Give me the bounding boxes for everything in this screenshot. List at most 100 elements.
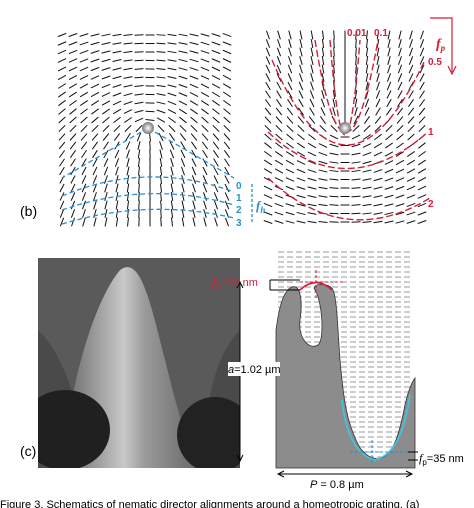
director	[299, 39, 303, 48]
director	[58, 141, 66, 150]
director	[71, 217, 75, 227]
director	[59, 166, 65, 176]
director	[373, 169, 383, 173]
director	[191, 175, 197, 184]
director	[264, 142, 272, 149]
director	[167, 67, 177, 71]
director	[113, 116, 121, 124]
director	[202, 175, 208, 184]
label-bg	[228, 362, 280, 376]
director	[419, 81, 425, 91]
director	[90, 100, 100, 106]
director	[101, 50, 111, 54]
director	[134, 68, 144, 70]
director	[398, 30, 402, 40]
director	[104, 209, 108, 218]
director	[406, 151, 416, 157]
director	[385, 133, 393, 141]
director	[123, 67, 133, 71]
director	[101, 108, 111, 115]
director	[104, 200, 108, 210]
director	[406, 159, 416, 166]
director	[126, 191, 130, 202]
director	[307, 212, 317, 215]
director	[287, 90, 293, 99]
director	[397, 90, 403, 99]
director	[285, 220, 295, 224]
director	[224, 183, 230, 193]
director	[318, 195, 328, 198]
director	[408, 90, 414, 99]
director	[224, 175, 230, 184]
director	[406, 168, 416, 174]
director	[81, 183, 87, 193]
director	[406, 177, 416, 182]
director	[318, 203, 328, 207]
director	[263, 185, 273, 191]
director	[68, 66, 78, 72]
director	[68, 91, 78, 98]
director	[200, 33, 210, 37]
director	[223, 116, 231, 124]
contour-label: 2	[428, 199, 434, 210]
director	[398, 47, 402, 57]
director	[101, 58, 111, 63]
director	[115, 166, 119, 176]
director	[321, 47, 325, 57]
director	[201, 116, 209, 124]
director	[329, 212, 339, 215]
director	[384, 203, 394, 207]
panel-label: (b)	[20, 203, 37, 219]
director	[192, 209, 196, 218]
director	[319, 124, 327, 133]
director	[80, 141, 88, 150]
caption: Figure 3. Schematics of nematic director…	[0, 499, 419, 508]
director	[408, 56, 414, 65]
director	[213, 166, 219, 176]
director	[156, 109, 166, 114]
director	[222, 83, 232, 89]
director	[276, 47, 282, 57]
director	[351, 221, 361, 223]
director	[201, 108, 209, 115]
director	[201, 124, 209, 133]
director	[297, 116, 305, 124]
director	[101, 83, 111, 89]
director	[113, 124, 121, 133]
director	[115, 217, 119, 227]
director	[102, 133, 110, 141]
director	[180, 141, 186, 150]
director	[355, 38, 357, 49]
director	[395, 177, 405, 182]
director	[285, 203, 295, 207]
director	[332, 89, 336, 100]
director	[417, 194, 427, 199]
director	[395, 185, 405, 191]
director	[288, 30, 292, 40]
director	[318, 178, 328, 181]
director	[191, 166, 197, 176]
director	[104, 192, 108, 201]
director	[213, 192, 219, 201]
director	[189, 58, 199, 63]
director	[125, 141, 131, 150]
director	[190, 108, 198, 115]
director	[191, 141, 197, 150]
director	[70, 192, 76, 201]
director	[138, 166, 140, 176]
director	[274, 202, 284, 208]
director	[329, 187, 339, 189]
director	[81, 158, 87, 167]
director	[307, 203, 317, 207]
director	[160, 208, 162, 219]
director	[134, 109, 144, 114]
director	[157, 124, 165, 133]
director	[101, 33, 111, 37]
director	[149, 132, 151, 142]
director	[123, 76, 133, 79]
director	[200, 41, 210, 46]
director	[274, 177, 284, 182]
director	[274, 220, 284, 224]
director	[395, 151, 405, 157]
